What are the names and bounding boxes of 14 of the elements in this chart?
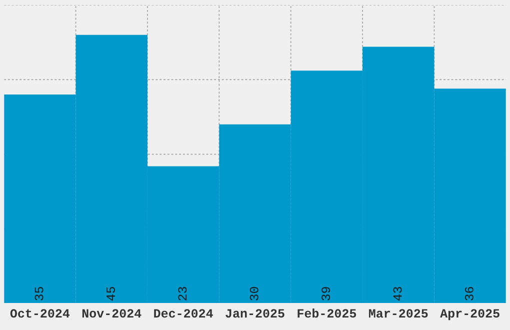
- x-tick-label: Jan-2025: [226, 309, 284, 318]
- data-label: 30: [250, 286, 258, 300]
- x-tick-label: Oct-2024: [10, 309, 70, 318]
- x-tick-label: Feb-2025: [298, 308, 356, 318]
- x-tick-label: Dec-2024: [154, 309, 213, 318]
- x-tick-label: Apr-2025: [440, 309, 500, 320]
- x-tick-label: Nov-2024: [82, 309, 142, 318]
- data-label: 23: [178, 287, 187, 300]
- data-label: 45: [106, 287, 115, 301]
- data-label: 39: [322, 287, 330, 300]
- data-label: 36: [464, 287, 474, 300]
- data-label: 43: [393, 287, 402, 301]
- x-tick-label: Mar-2025: [368, 309, 428, 318]
- data-label: 35: [34, 287, 44, 300]
